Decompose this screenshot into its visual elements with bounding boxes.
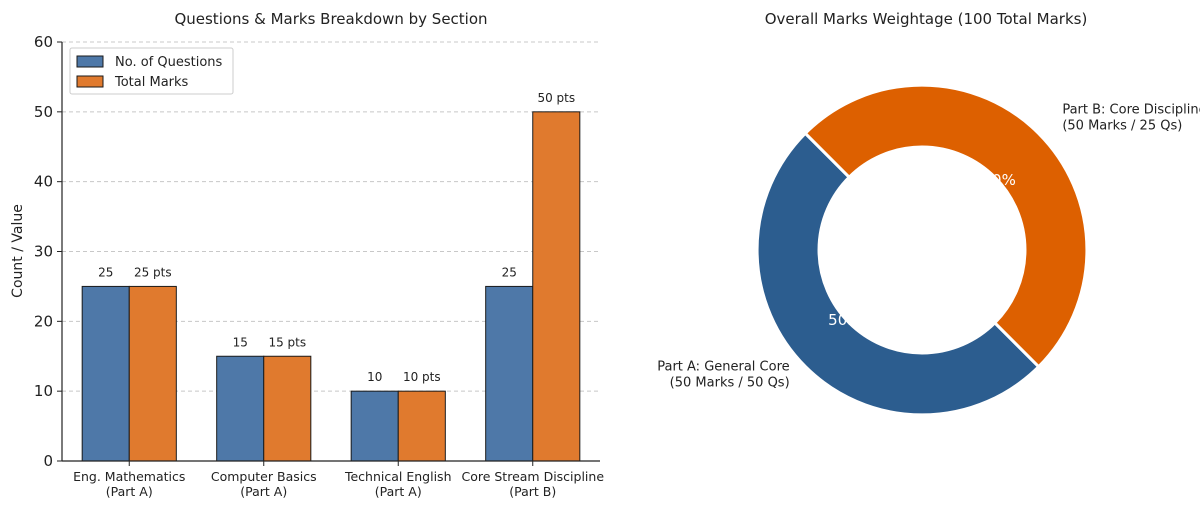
x-tick-label: Core Stream Discipline: [461, 469, 604, 484]
data-label: 10: [367, 370, 382, 384]
legend-label: No. of Questions: [115, 55, 223, 70]
data-label: 25: [98, 265, 113, 279]
bar: [263, 355, 312, 462]
y-tick-label: 50: [34, 103, 53, 121]
x-tick-label: Eng. Mathematics: [73, 469, 185, 484]
bar: [485, 285, 534, 462]
data-label: 15 pts: [268, 335, 306, 349]
y-tick-label: 60: [34, 33, 53, 51]
legend: No. of Questions Total Marks: [69, 47, 234, 95]
x-tick-label: (Part A): [106, 484, 153, 499]
legend-label: Total Marks: [114, 75, 189, 90]
x-tick-label: (Part B): [509, 484, 556, 499]
x-tick-label: Computer Basics: [211, 469, 317, 484]
data-label: 50 pts: [537, 91, 575, 105]
donut-chart-title: Overall Marks Weightage (100 Total Marks…: [765, 10, 1088, 28]
donut-chart: Overall Marks Weightage (100 Total Marks…: [657, 10, 1200, 417]
donut-slice: [755, 131, 1041, 417]
y-tick-label: 0: [43, 452, 53, 470]
donut-hole: [820, 148, 1024, 352]
slice-label: (50 Marks / 25 Qs): [1062, 119, 1182, 134]
bar: [81, 285, 130, 462]
legend-swatch: [76, 55, 104, 68]
y-axis-label: Count / Value: [10, 204, 26, 298]
bar: [216, 355, 265, 462]
data-label: 15: [233, 335, 248, 349]
y-tick-label: 10: [34, 382, 53, 400]
x-tick-label: (Part A): [375, 484, 422, 499]
y-tick-label: 40: [34, 173, 53, 191]
y-tick-label: 20: [34, 312, 53, 330]
x-tick-label: Technical English: [344, 469, 452, 484]
legend-box: [69, 47, 234, 95]
bar: [532, 111, 581, 462]
bar-chart-title: Questions & Marks Breakdown by Section: [174, 10, 487, 28]
data-label: 10 pts: [403, 370, 441, 384]
bar: [350, 390, 399, 462]
y-tick-label: 30: [34, 243, 53, 261]
data-label: 25: [502, 265, 517, 279]
bar-chart: Questions & Marks Breakdown by Section C…: [10, 10, 604, 499]
slice-label: (50 Marks / 50 Qs): [670, 375, 790, 390]
data-label: 25 pts: [134, 265, 172, 279]
bar: [128, 285, 177, 462]
donut-slice: [803, 83, 1089, 369]
bar: [397, 390, 446, 462]
slice-label: Part A: General Core: [657, 359, 789, 374]
slice-label: Part B: Core Discipline: [1062, 103, 1200, 118]
x-tick-label: (Part A): [240, 484, 287, 499]
legend-swatch: [76, 75, 104, 88]
